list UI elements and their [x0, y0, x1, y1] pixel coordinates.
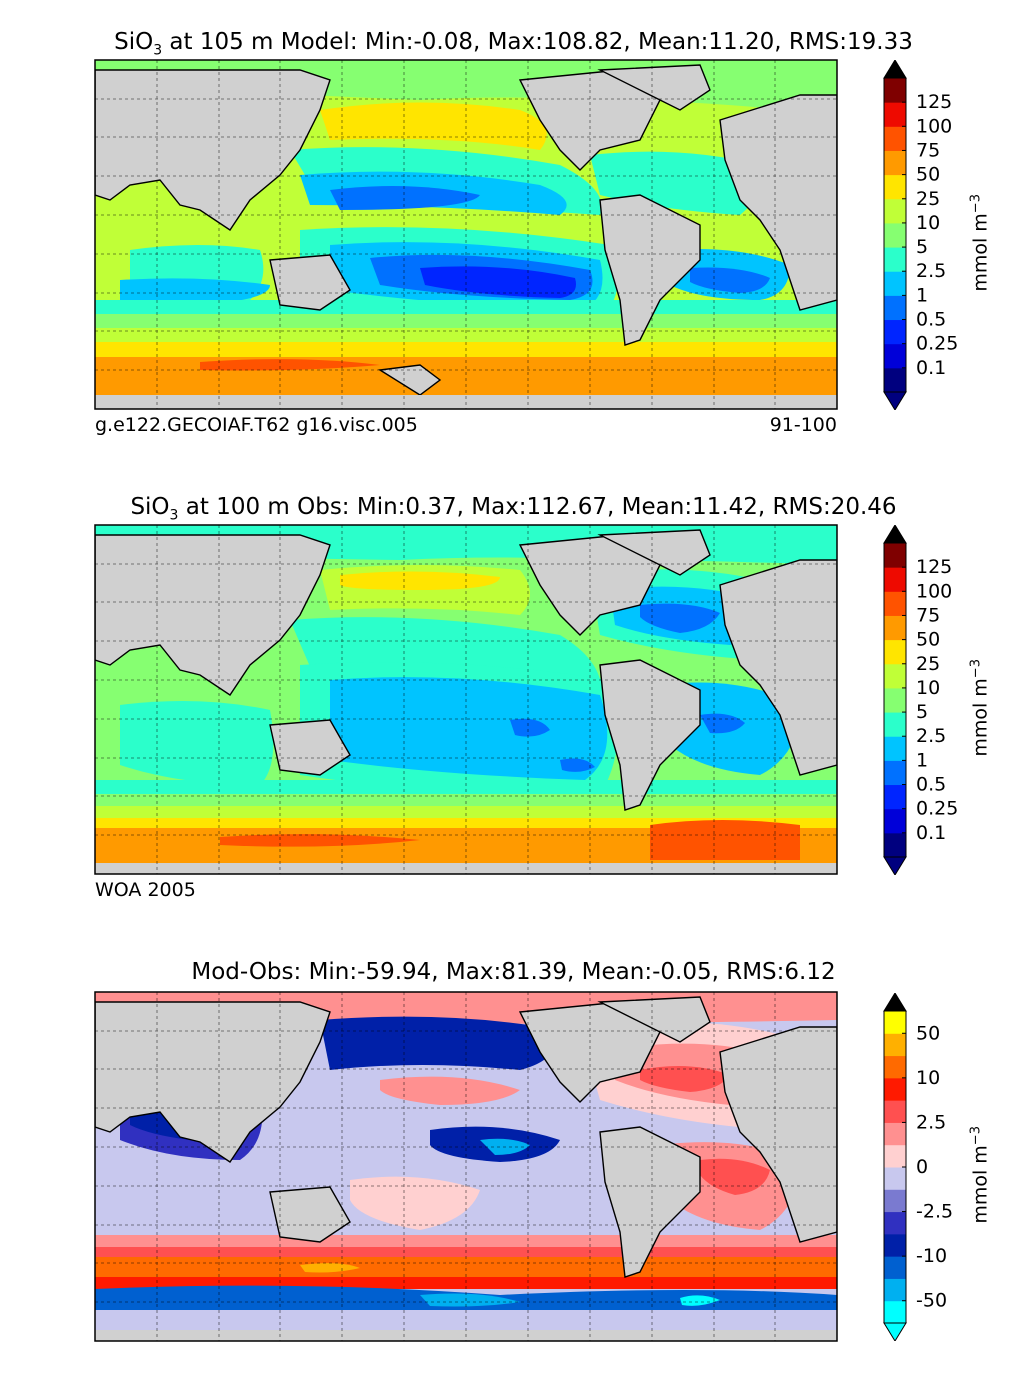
colorbar-swatch	[884, 1100, 906, 1123]
panel-1-caption-right: 91-100	[769, 414, 837, 436]
colorbar-swatch	[884, 150, 906, 176]
colorbar-tick-label: 1	[916, 749, 928, 771]
panel-2-title: SiO3 at 100 m Obs: Min:0.37, Max:112.67,…	[130, 494, 897, 524]
colorbar-swatch	[884, 1233, 906, 1257]
colorbar-tick-label: 0.5	[916, 309, 946, 331]
colorbar-swatch	[884, 1077, 906, 1101]
colorbar-swatch	[884, 295, 906, 321]
colorbar-swatch	[884, 367, 906, 393]
colorbar-tick-label: -2.5	[916, 1201, 953, 1223]
colorbar-swatch	[884, 1144, 906, 1168]
colorbar-extend-high	[883, 993, 907, 1012]
colorbar-extend-high	[883, 60, 907, 79]
colorbar-tick-label: 0.25	[916, 333, 958, 355]
colorbar-swatch	[884, 174, 906, 200]
colorbar-frame	[883, 542, 907, 858]
colorbar-tick-label: 125	[916, 91, 952, 113]
panel-2-map	[94, 524, 838, 875]
colorbar-extend-low	[883, 1322, 907, 1341]
colorbar-tick-label: 75	[916, 139, 940, 161]
colorbar-tick-label: 10	[916, 212, 940, 234]
colorbar-tick-label: 50	[916, 164, 940, 186]
colorbar-tick-label: 25	[916, 653, 940, 675]
colorbar-swatch	[884, 78, 906, 103]
colorbar-swatch	[884, 687, 906, 713]
colorbar-swatch	[884, 1256, 906, 1279]
colorbar-swatch	[884, 1055, 906, 1079]
colorbar-tick-label: 100	[916, 115, 952, 137]
panel-1-map	[94, 59, 838, 410]
colorbar-swatch	[884, 1300, 906, 1324]
colorbar-tick-label: 0	[916, 1156, 928, 1178]
colorbar-swatch	[884, 102, 906, 127]
panel-3-map	[94, 991, 838, 1342]
colorbar-frame	[883, 77, 907, 393]
colorbar-tick-label: 5	[916, 236, 928, 258]
colorbar-swatch	[884, 567, 906, 592]
colorbar-extend-low	[883, 856, 907, 875]
colorbar-swatch	[884, 808, 906, 834]
colorbar-tick-label: 2.5	[916, 1111, 946, 1133]
panel-1-title: SiO3 at 105 m Model: Min:-0.08, Max:108.…	[114, 29, 913, 59]
colorbar-tick-label: 125	[916, 556, 952, 578]
colorbar-tick-label: 50	[916, 629, 940, 651]
colorbar-extend-high	[883, 525, 907, 544]
colorbar-swatch	[884, 198, 906, 224]
colorbar-tick-label: 1	[916, 284, 928, 306]
colorbar-swatch	[884, 712, 906, 737]
colorbar-swatch	[884, 760, 906, 786]
colorbar-tick-label: -10	[916, 1245, 947, 1267]
colorbar-tick-label: 0.5	[916, 774, 946, 796]
colorbar-tick-label: 0.1	[916, 822, 946, 844]
colorbar-swatch	[884, 543, 906, 568]
colorbar-tick-label: -50	[916, 1290, 947, 1312]
panel-3-colorbar-unit: mmol m−3	[968, 1126, 992, 1224]
colorbar-swatch	[884, 126, 906, 151]
colorbar-swatch	[884, 639, 906, 665]
colorbar-swatch	[884, 343, 906, 369]
colorbar-swatch	[884, 832, 906, 858]
colorbar-tick-label: 75	[916, 604, 940, 626]
colorbar-tick-label: 25	[916, 188, 940, 210]
colorbar-swatch	[884, 1189, 906, 1213]
colorbar-tick-label: 2.5	[916, 260, 946, 282]
colorbar-extend-low	[883, 391, 907, 410]
panel-2-caption-left: WOA 2005	[95, 879, 196, 901]
panel-3-colorbar: -50 -10 -2.5 0 2.5 10 50	[883, 993, 953, 1341]
panel-2-colorbar-unit: mmol m−3	[968, 659, 992, 757]
colorbar-swatch	[884, 736, 906, 761]
colorbar-swatch	[884, 615, 906, 641]
colorbar-swatch	[884, 247, 906, 272]
colorbar-tick-label: 100	[916, 580, 952, 602]
colorbar-swatch	[884, 1033, 906, 1057]
panel-1-caption-left: g.e122.GECOIAF.T62 g16.visc.005	[95, 414, 418, 436]
colorbar-swatch	[884, 222, 906, 248]
colorbar-tick-label: 10	[916, 677, 940, 699]
colorbar-tick-label: 0.1	[916, 357, 946, 379]
colorbar-tick-label: 5	[916, 701, 928, 723]
colorbar-tick-label: 10	[916, 1067, 940, 1089]
colorbar-swatch	[884, 1122, 906, 1146]
colorbar-swatch	[884, 319, 906, 345]
colorbar-tick-label: 50	[916, 1022, 940, 1044]
colorbar-swatch	[884, 663, 906, 689]
colorbar-swatch	[884, 271, 906, 296]
colorbar-tick-label: 0.25	[916, 798, 958, 820]
panel-1-colorbar-unit: mmol m−3	[968, 194, 992, 292]
colorbar-swatch	[884, 784, 906, 810]
colorbar-swatch	[884, 1011, 906, 1034]
panel-3-title: Mod-Obs: Min:-59.94, Max:81.39, Mean:-0.…	[191, 959, 836, 985]
colorbar-swatch	[884, 1278, 906, 1302]
colorbar-swatch	[884, 1167, 906, 1190]
colorbar-swatch	[884, 591, 906, 616]
colorbar-swatch	[884, 1211, 906, 1235]
colorbar-tick-label: 2.5	[916, 725, 946, 747]
